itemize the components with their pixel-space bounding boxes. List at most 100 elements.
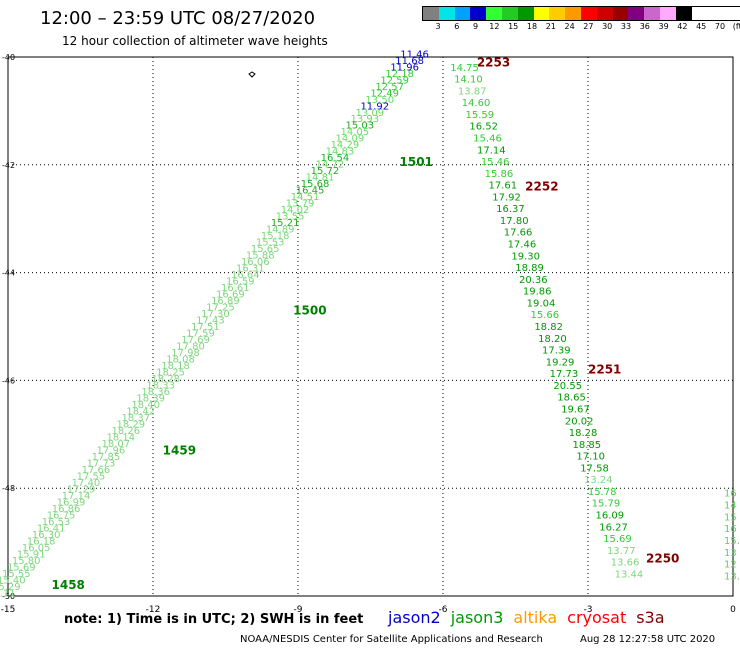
swh-value-label: 15.: [724, 536, 740, 547]
swh-value-label: 20.36: [519, 275, 548, 286]
swh-value-label: 18.42: [126, 406, 155, 417]
swh-value-label: 17.66: [82, 465, 111, 476]
swh-value-label: 19.86: [523, 287, 552, 298]
satellite-legend-item: s3a: [636, 608, 665, 627]
swh-value-label: 18.18: [161, 361, 190, 372]
satellite-legend: jason2 jason3 altika cryosat s3a: [388, 608, 675, 627]
swh-value-label: 14.29: [331, 140, 360, 151]
color-swatch: [501, 7, 518, 20]
swh-value-label: 13.87: [458, 86, 487, 97]
swh-value-label: 14.02: [281, 205, 310, 216]
swh-value-label: 19.67: [561, 404, 590, 415]
color-swatch: [470, 7, 487, 20]
x-tick-label: -15: [1, 605, 16, 615]
swh-value-label: 14.09: [336, 134, 365, 145]
swh-value-label: 13.55: [276, 212, 305, 223]
color-swatch: [596, 7, 613, 20]
swh-value-label: 12: [724, 560, 737, 571]
swh-value-label: 17.14: [62, 491, 91, 502]
time-label: 1501: [400, 155, 433, 169]
swh-value-label: 17.39: [542, 346, 571, 357]
swh-value-label: 16.59: [226, 277, 255, 288]
swh-value-label: 13.93: [350, 114, 379, 125]
swh-value-label: 18.85: [573, 440, 602, 451]
swh-value-label: 15.88: [246, 251, 275, 262]
satellite-legend-item: jason3: [450, 608, 504, 627]
swh-value-label: 14.60: [462, 98, 491, 109]
swh-value-label: 11.68: [395, 56, 424, 67]
swh-value-label: 15.91: [17, 549, 46, 560]
color-tick-label: 21: [545, 22, 556, 31]
footnote: note: 1) Time is in UTC; 2) SWH is in fe…: [64, 612, 364, 627]
map-frame: [7, 56, 734, 597]
swh-value-label: 13.44: [615, 569, 644, 580]
swh-value-label: 18.37: [121, 413, 150, 424]
swh-value-label: 18.39: [136, 393, 165, 404]
y-tick-label: -46: [2, 376, 15, 385]
swh-value-label: 20.02: [565, 416, 594, 427]
swh-value-label: 16.06: [241, 257, 270, 268]
x-tick-label: -3: [584, 605, 593, 615]
color-tick-label: 33: [620, 22, 632, 31]
swh-value-label: 18.20: [538, 334, 567, 345]
swh-value-label: 17.30: [201, 309, 230, 320]
swh-value-label: 14.10: [454, 75, 483, 86]
swh-value-label: 14.75: [450, 63, 479, 74]
x-tick-label: -9: [294, 605, 303, 615]
swh-value-label: 12.18: [385, 69, 414, 80]
swh-value-label: 17.66: [504, 228, 533, 239]
time-label: 2252: [525, 179, 558, 193]
page-title: 12:00 – 23:59 UTC 08/27/2020: [40, 8, 316, 29]
color-swatch: [517, 7, 534, 20]
swh-value-label: 15.69: [7, 562, 36, 573]
swh-value-label: 18.07: [102, 439, 131, 450]
swh-value-label: 16.31: [236, 264, 265, 275]
y-tick-label: -40: [2, 53, 15, 62]
swh-value-label: 16.86: [52, 504, 81, 515]
y-tick-label: -42: [2, 161, 15, 170]
color-swatch: [549, 7, 566, 20]
swh-value-label: 17.29: [67, 484, 96, 495]
swh-value-label: 14.05: [341, 127, 370, 138]
swh-value-label: 16.99: [57, 497, 86, 508]
time-label: 1500: [293, 303, 326, 317]
swh-value-label: 18.36: [141, 387, 170, 398]
time-label: 2253: [477, 55, 510, 69]
swh-value-label: 18.65: [557, 393, 586, 404]
swh-value-label: 15.59: [466, 110, 495, 121]
time-label: 2251: [588, 363, 621, 377]
color-tick-label: 70: [714, 22, 726, 31]
swh-value-label: 13.09: [355, 108, 384, 119]
swh-value-label: 15.21: [271, 218, 300, 229]
color-tick-label: 6: [454, 22, 460, 31]
swh-value-label: 15.53: [256, 238, 285, 249]
swh-value-label: 13.50: [365, 95, 394, 106]
swh-value-label: 16.64: [231, 270, 260, 281]
swh-value-label: 16: [724, 524, 737, 535]
swh-value-label: 12.57: [375, 82, 404, 93]
swh-value-label: 13.77: [607, 546, 636, 557]
swh-value-label: 11.96: [390, 62, 419, 73]
swh-value-label: 15.46: [473, 133, 502, 144]
swh-value-label: 15.72: [311, 166, 340, 177]
color-swatch: [628, 7, 645, 20]
color-tick-label: 27: [583, 22, 594, 31]
swh-value-label: 11.46: [400, 49, 429, 60]
satellite-legend-item: jason2: [388, 608, 441, 627]
swh-value-label: 18.40: [131, 400, 160, 411]
swh-value-label: 16.18: [27, 536, 56, 547]
swh-value-label: 17.59: [186, 329, 215, 340]
color-tick-label: 24: [564, 22, 575, 31]
swh-value-label: 14.81: [306, 173, 335, 184]
x-tick-label: -6: [439, 605, 448, 615]
swh-value-label: 18.82: [534, 322, 563, 333]
swh-value-label: 14: [724, 500, 737, 511]
satellite-legend-item: cryosat: [567, 608, 627, 627]
time-label: 1459: [163, 443, 196, 457]
color-tick-label: 3: [435, 22, 441, 31]
swh-value-label: 18.25: [156, 368, 185, 379]
swh-value-label: 16.53: [42, 517, 71, 528]
credit-text: NOAA/NESDIS Center for Satellite Applica…: [240, 634, 543, 645]
color-tick-label: 36: [639, 22, 650, 31]
